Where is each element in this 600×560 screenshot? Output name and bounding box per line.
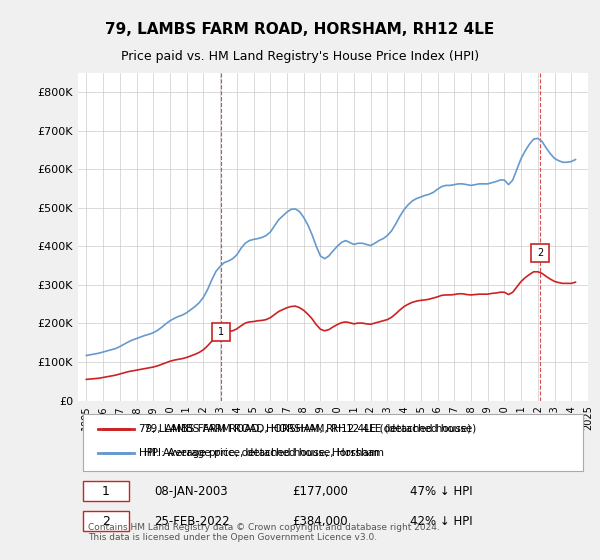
Text: 1: 1 xyxy=(102,485,110,498)
Text: 47% ↓ HPI: 47% ↓ HPI xyxy=(409,485,472,498)
Text: 2: 2 xyxy=(537,248,544,258)
FancyBboxPatch shape xyxy=(83,414,583,471)
Text: HPI: Average price, detached house, Horsham: HPI: Average price, detached house, Hors… xyxy=(145,448,385,458)
FancyBboxPatch shape xyxy=(83,480,129,501)
Text: 79, LAMBS FARM ROAD, HORSHAM, RH12 4LE (detached house): 79, LAMBS FARM ROAD, HORSHAM, RH12 4LE (… xyxy=(139,423,472,433)
Text: 1: 1 xyxy=(218,328,224,337)
Text: £384,000: £384,000 xyxy=(292,515,348,528)
FancyBboxPatch shape xyxy=(83,511,129,531)
Text: Price paid vs. HM Land Registry's House Price Index (HPI): Price paid vs. HM Land Registry's House … xyxy=(121,50,479,63)
Text: 79, LAMBS FARM ROAD, HORSHAM, RH12 4LE (detached house): 79, LAMBS FARM ROAD, HORSHAM, RH12 4LE (… xyxy=(145,423,476,433)
Text: HPI: Average price, detached house, Horsham: HPI: Average price, detached house, Hors… xyxy=(139,448,379,458)
Text: 2: 2 xyxy=(102,515,110,528)
Text: 42% ↓ HPI: 42% ↓ HPI xyxy=(409,515,472,528)
Text: Contains HM Land Registry data © Crown copyright and database right 2024.
This d: Contains HM Land Registry data © Crown c… xyxy=(88,522,440,542)
Text: 79, LAMBS FARM ROAD, HORSHAM, RH12 4LE: 79, LAMBS FARM ROAD, HORSHAM, RH12 4LE xyxy=(106,22,494,38)
Text: 25-FEB-2022: 25-FEB-2022 xyxy=(155,515,230,528)
Text: £177,000: £177,000 xyxy=(292,485,348,498)
Text: 08-JAN-2003: 08-JAN-2003 xyxy=(155,485,228,498)
